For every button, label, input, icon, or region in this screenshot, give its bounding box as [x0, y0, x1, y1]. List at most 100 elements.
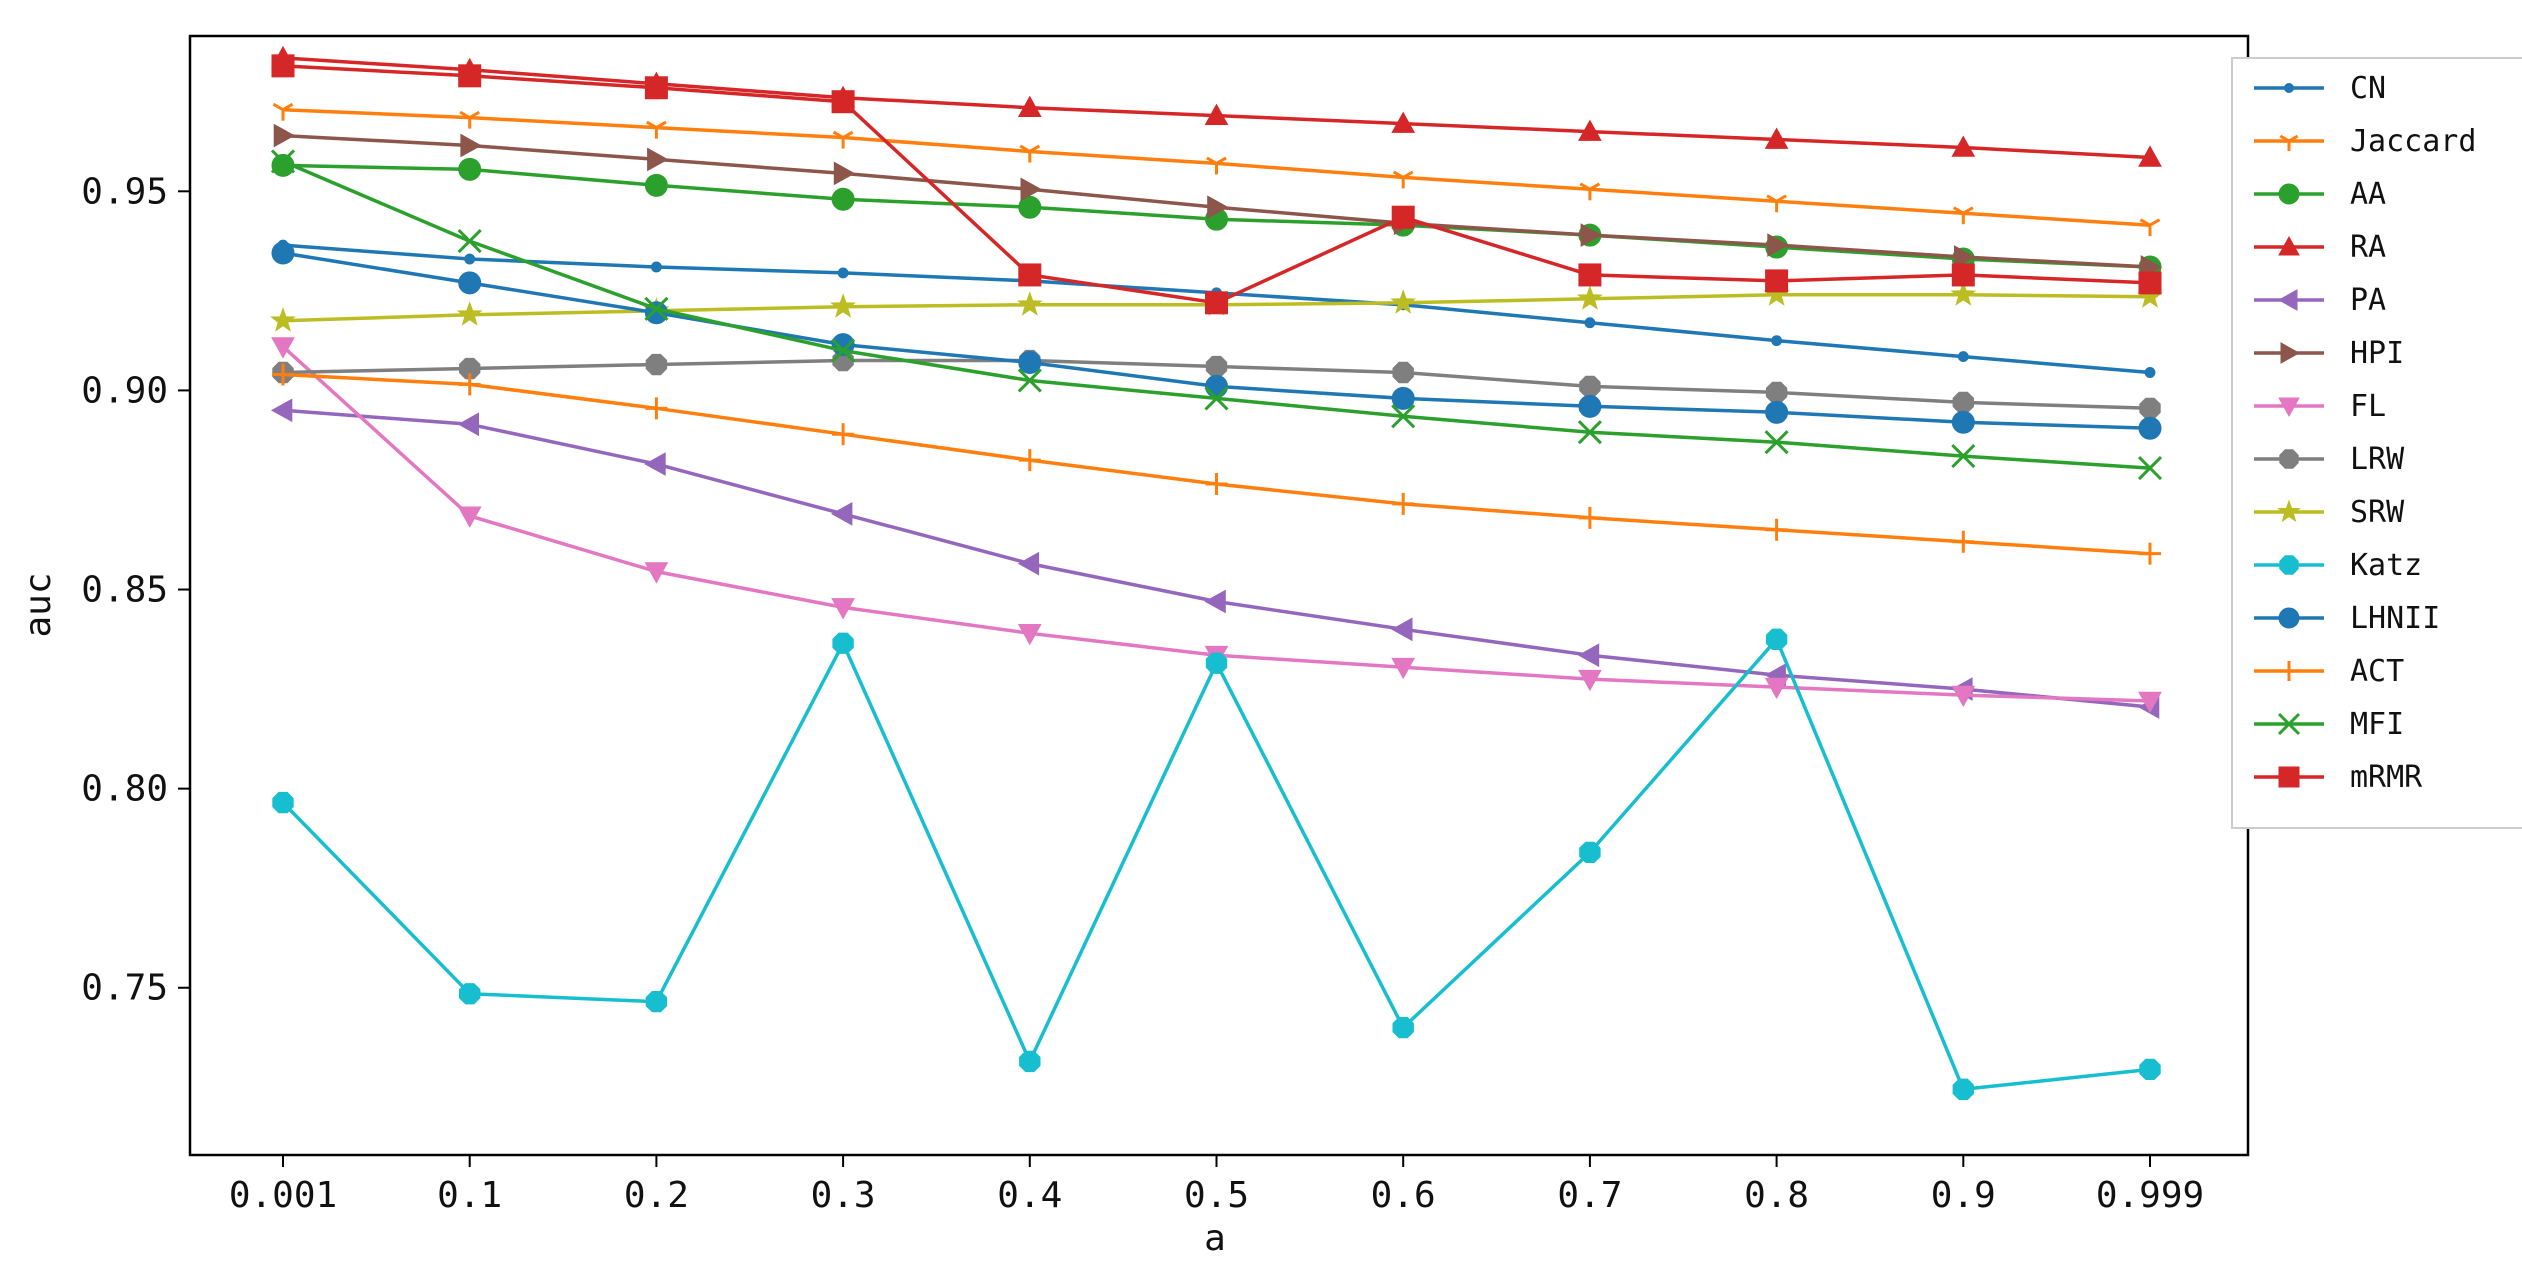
- legend-item-katz: Katz: [2254, 548, 2422, 583]
- data-point-marker: [830, 293, 857, 318]
- data-point-marker: [1390, 289, 1417, 314]
- data-point-marker: [2138, 691, 2162, 714]
- data-point-marker: [273, 123, 296, 148]
- series-jaccard: [272, 102, 2161, 237]
- data-point-marker: [2144, 367, 2156, 378]
- data-point-marker: [1764, 127, 1789, 149]
- data-point-marker: [650, 261, 662, 273]
- data-point-marker: [2277, 712, 2301, 736]
- data-point-marker: [647, 147, 669, 172]
- data-point-marker: [837, 267, 849, 279]
- legend-item-pa: PA: [2254, 283, 2386, 318]
- data-point-marker: [2139, 397, 2161, 419]
- data-point-marker: [644, 173, 668, 197]
- legend-item-ra: RA: [2254, 230, 2386, 265]
- series-katz: [272, 628, 2161, 1100]
- data-point-marker: [2278, 183, 2300, 205]
- data-point-marker: [2279, 449, 2299, 469]
- data-point-marker: [271, 54, 295, 78]
- data-point-marker: [831, 598, 855, 620]
- data-point-marker: [1950, 281, 1977, 306]
- legend-label: HPI: [2350, 336, 2404, 371]
- data-point-marker: [1578, 669, 1602, 692]
- data-point-marker: [1954, 245, 1976, 269]
- data-point-marker: [1771, 335, 1783, 347]
- data-point-marker: [644, 296, 669, 321]
- x-axis-label: a: [1204, 1218, 1226, 1259]
- legend-label: Katz: [2350, 548, 2422, 583]
- legend-item-fl: FL: [2254, 389, 2386, 424]
- data-point-marker: [833, 161, 856, 186]
- x-tick-label: 0.4: [997, 1175, 1062, 1216]
- data-point-marker: [1205, 472, 1228, 495]
- legend-item-lrw: LRW: [2254, 442, 2405, 477]
- legend-item-aa: AA: [2254, 177, 2386, 212]
- data-point-marker: [2279, 555, 2299, 575]
- data-point-marker: [1204, 386, 1229, 411]
- legend-label: AA: [2350, 177, 2386, 212]
- data-point-marker: [1019, 144, 1041, 163]
- data-point-marker: [1206, 156, 1227, 175]
- x-tick-label: 0.999: [2096, 1175, 2204, 1216]
- data-point-marker: [456, 301, 483, 326]
- legend-item-mrmr: mRMR: [2254, 760, 2423, 795]
- data-point-marker: [1765, 269, 1789, 293]
- legend-label: MFI: [2350, 707, 2404, 742]
- data-point-marker: [1579, 841, 1601, 863]
- data-point-marker: [1577, 420, 1602, 445]
- legend-label: ACT: [2350, 654, 2404, 689]
- x-tick-label: 0.5: [1184, 1175, 1249, 1216]
- legend-label: LRW: [2350, 442, 2405, 477]
- data-point-marker: [1957, 351, 1969, 363]
- data-point-marker: [1205, 652, 1228, 674]
- y-axis-label: auc: [18, 572, 59, 637]
- legend-label: FL: [2350, 389, 2386, 424]
- data-point-marker: [831, 187, 855, 211]
- data-point-marker: [2277, 289, 2298, 311]
- data-point-marker: [1577, 285, 1603, 310]
- data-point-marker: [645, 397, 668, 420]
- legend-item-cn: CN: [2254, 71, 2386, 106]
- data-point-marker: [2278, 235, 2300, 256]
- data-point-marker: [644, 76, 668, 100]
- data-point-marker: [831, 502, 853, 526]
- series-lhnii: [271, 241, 2162, 440]
- data-point-marker: [271, 241, 295, 265]
- legend-label: Jaccard: [2350, 124, 2476, 159]
- data-point-marker: [644, 562, 669, 584]
- data-point-marker: [645, 991, 668, 1013]
- x-tick-label: 0.8: [1744, 1175, 1809, 1216]
- data-point-marker: [1018, 195, 1042, 219]
- data-point-marker: [2278, 766, 2300, 788]
- data-point-marker: [1952, 391, 1974, 413]
- y-tick-label: 0.80: [81, 769, 168, 810]
- data-point-marker: [1767, 233, 1789, 257]
- data-point-marker: [1391, 617, 1413, 642]
- data-point-marker: [1392, 1016, 1414, 1039]
- data-point-marker: [1952, 1078, 1974, 1100]
- data-point-marker: [270, 398, 293, 423]
- data-point-marker: [272, 363, 294, 386]
- data-point-marker: [1019, 1050, 1041, 1073]
- data-point-marker: [459, 110, 481, 129]
- data-point-marker: [1018, 449, 1041, 472]
- data-point-marker: [832, 632, 854, 654]
- x-tick-label: 0.7: [1557, 1175, 1622, 1216]
- data-point-marker: [1391, 657, 1416, 680]
- data-point-marker: [1578, 119, 1602, 141]
- data-point-marker: [2139, 218, 2161, 237]
- data-point-marker: [1578, 263, 1602, 287]
- legend-label: CN: [2350, 71, 2386, 106]
- data-point-marker: [1392, 170, 1414, 189]
- legend-item-jaccard: Jaccard: [2254, 124, 2476, 159]
- data-point-marker: [1951, 685, 1976, 708]
- data-point-marker: [1579, 375, 1601, 398]
- y-tick-label: 0.90: [81, 370, 168, 411]
- data-point-marker: [1579, 182, 1601, 201]
- data-point-marker: [831, 90, 855, 114]
- data-point-marker: [1392, 492, 1415, 515]
- data-point-marker: [1578, 506, 1601, 529]
- data-point-marker: [459, 983, 481, 1005]
